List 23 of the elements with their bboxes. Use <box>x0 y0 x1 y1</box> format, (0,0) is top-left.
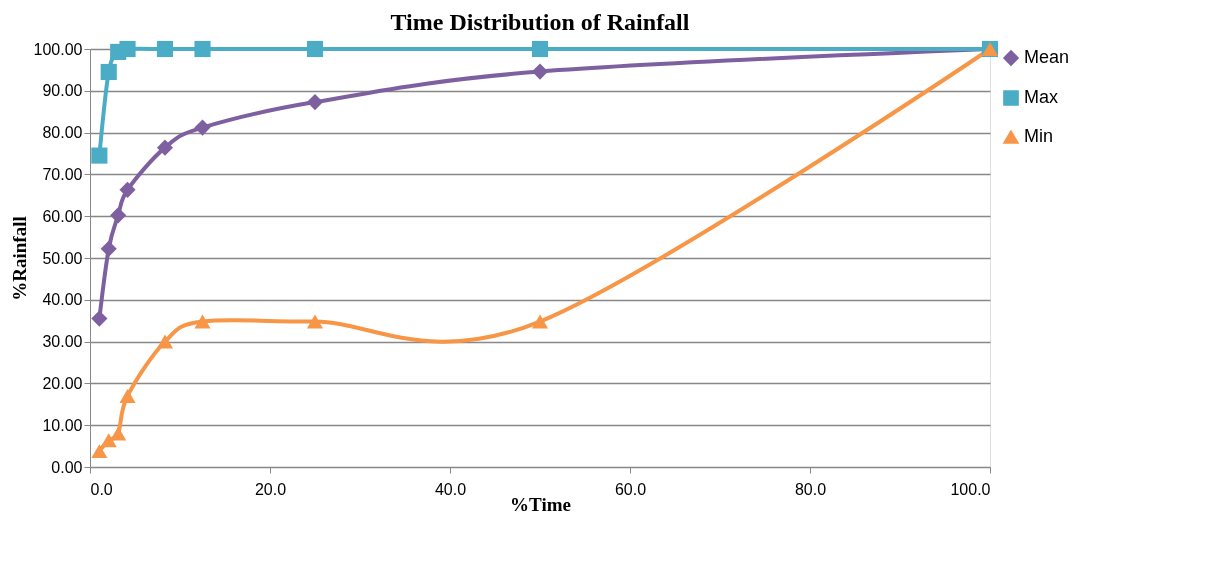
y-tick-label: 80.00 <box>42 124 83 142</box>
x-tick-label: 60.0 <box>614 480 647 498</box>
chart-title: Time Distribution of Rainfall <box>390 8 690 35</box>
legend-label: Max <box>1024 87 1059 107</box>
y-tick-label: 10.00 <box>42 416 83 434</box>
x-tick-label: 20.0 <box>254 480 287 498</box>
y-tick-label: 30.00 <box>42 333 83 351</box>
y-tick-label: 90.00 <box>42 82 83 100</box>
y-tick-label: 70.00 <box>42 165 83 183</box>
x-tick-label: 80.0 <box>794 480 827 498</box>
y-tick-label: 20.00 <box>42 374 83 392</box>
x-tick-label: 0.0 <box>90 480 113 498</box>
x-tick-label: 40.0 <box>434 480 467 498</box>
legend-label: Min <box>1024 126 1054 146</box>
y-tick-label: 60.00 <box>42 207 83 225</box>
y-tick-label: 50.00 <box>42 249 83 267</box>
legend-label: Mean <box>1024 47 1070 67</box>
x-axis-title: %Time <box>510 493 571 515</box>
y-tick-label: 40.00 <box>42 291 83 309</box>
x-tick-label: 100.0 <box>950 480 991 498</box>
y-tick-label: 100.00 <box>33 40 83 58</box>
y-tick-label: 0.00 <box>51 458 83 476</box>
y-axis-title: %Rainfall <box>8 216 30 301</box>
